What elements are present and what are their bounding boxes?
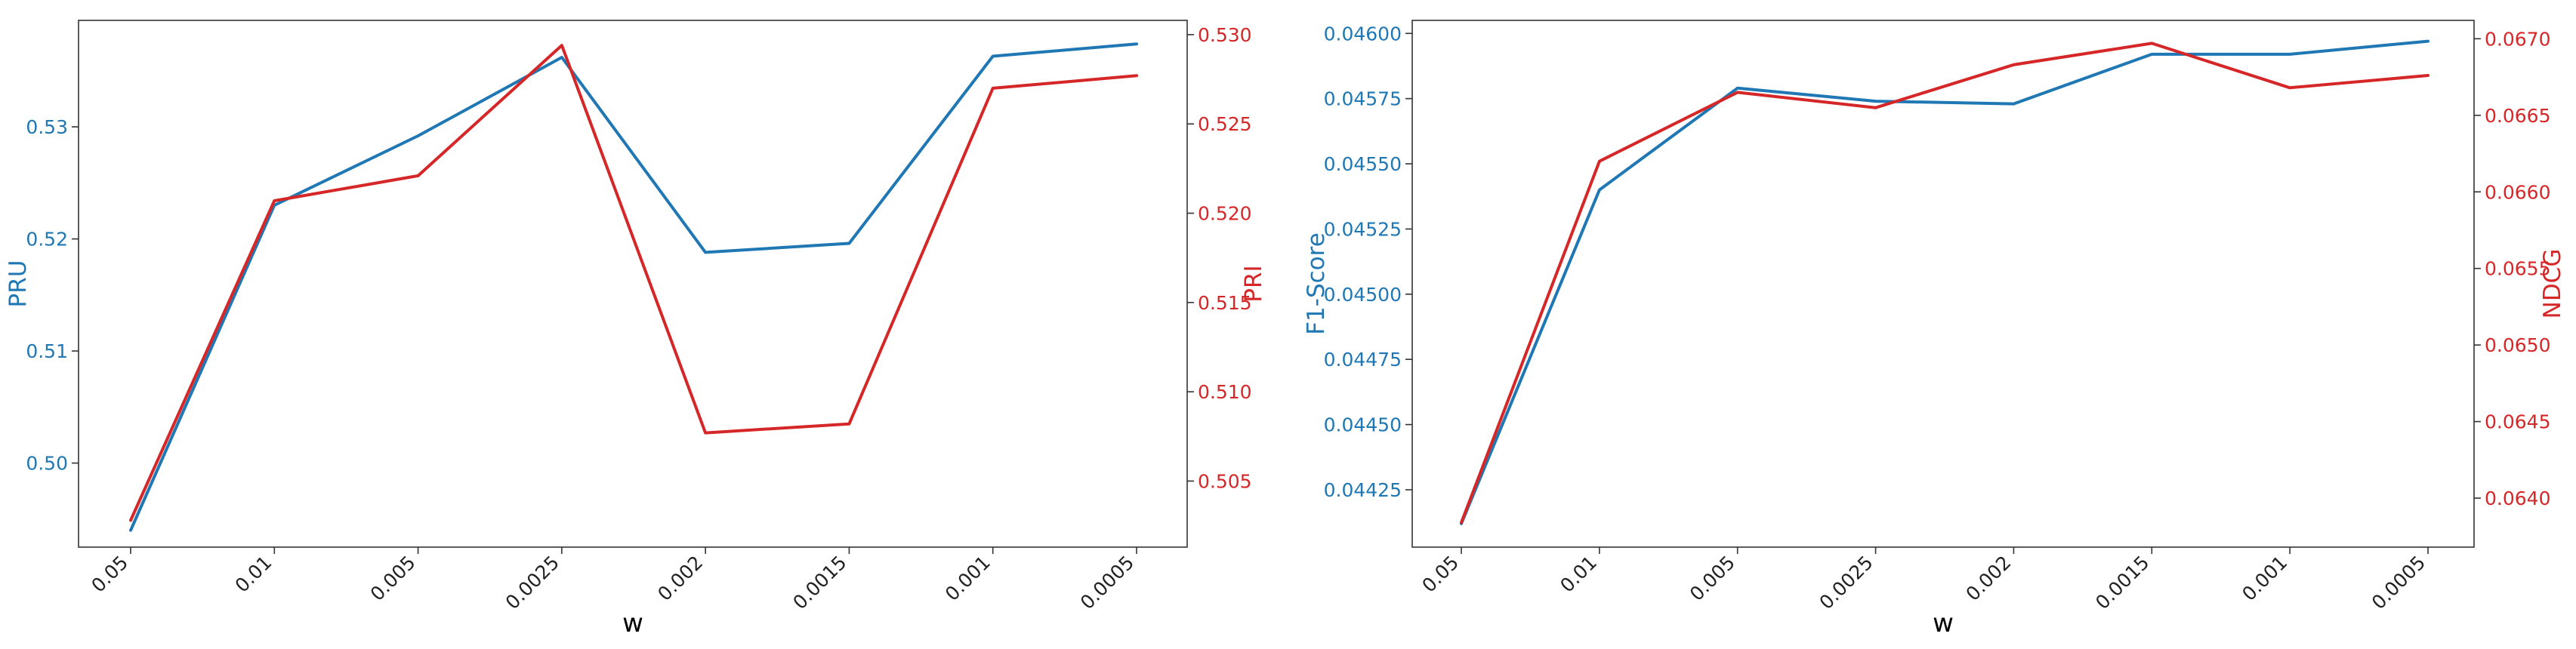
right-y-tick-label: 0.0645 xyxy=(2485,411,2550,433)
x-tick-label: 0.001 xyxy=(2238,552,2291,605)
right-y-tick-label: 0.0640 xyxy=(2485,488,2550,509)
left-y-tick-label: 0.52 xyxy=(26,229,68,251)
x-tick-label: 0.0025 xyxy=(1815,552,1877,614)
right-y-axis-label: PRI xyxy=(1240,265,1267,302)
x-tick-label: 0.0005 xyxy=(2368,552,2429,614)
plot-frame xyxy=(78,20,1188,548)
x-tick-label: 0.002 xyxy=(653,552,707,605)
series-line-pri xyxy=(129,44,1138,522)
chart-pru-pri: 0.05 0.01 0.005 0.0025 0.002 0.0015 0.001 0.000… xyxy=(5,20,1267,638)
left-y-tick-label: 0.04600 xyxy=(1324,23,1402,45)
x-tick-label: 0.005 xyxy=(1686,552,1739,605)
left-y-tick-label: 0.04425 xyxy=(1324,479,1402,501)
x-tick-label: 0.0025 xyxy=(501,552,563,614)
right-y-tick-label: 0.0665 xyxy=(2485,105,2550,127)
x-axis-label: w xyxy=(622,608,643,638)
left-y-tick-label: 0.04575 xyxy=(1324,88,1402,110)
right-y-axis-label: NDCG xyxy=(2539,249,2566,319)
left-y-axis-label: PRU xyxy=(5,260,32,308)
left-y-tick-label: 0.51 xyxy=(26,340,68,362)
left-y-tick-label: 0.04450 xyxy=(1324,414,1402,436)
x-tick-label: 0.0005 xyxy=(1076,552,1138,614)
x-tick-label: 0.01 xyxy=(1556,552,1601,597)
x-tick-label: 0.0015 xyxy=(788,552,850,614)
left-y-tick-label: 0.53 xyxy=(26,116,68,138)
left-y-tick-label: 0.50 xyxy=(26,453,68,475)
x-tick-label: 0.01 xyxy=(231,552,276,597)
right-y-tick-label: 0.510 xyxy=(1198,381,1252,403)
plot-frame xyxy=(1411,20,2475,548)
x-tick-label: 0.005 xyxy=(366,552,420,605)
x-tick-label: 0.05 xyxy=(1418,552,1463,597)
series-line-f1-score xyxy=(1460,39,2429,525)
left-y-tick-label: 0.04550 xyxy=(1324,153,1402,175)
right-y-tick-label: 0.520 xyxy=(1198,203,1252,225)
right-y-tick-label: 0.525 xyxy=(1198,113,1252,135)
right-y-tick-label: 0.505 xyxy=(1198,470,1252,492)
x-axis-label: w xyxy=(1933,608,1954,638)
left-y-tick-label: 0.04525 xyxy=(1324,218,1402,240)
left-y-tick-label: 0.04475 xyxy=(1324,349,1402,371)
chart-f1-ndcg: 0.05 0.01 0.005 0.0025 0.002 0.0015 0.001 0.000… xyxy=(1303,20,2566,638)
x-tick-label: 0.001 xyxy=(941,552,995,605)
x-tick-label: 0.05 xyxy=(87,552,132,597)
right-y-tick-label: 0.0650 xyxy=(2485,334,2550,356)
series-line-ndcg xyxy=(1460,42,2429,524)
x-tick-label: 0.002 xyxy=(1962,552,2016,605)
right-y-tick-label: 0.0655 xyxy=(2485,258,2550,280)
x-tick-label: 0.0015 xyxy=(2091,552,2153,614)
left-y-axis-label: F1-Score xyxy=(1303,232,1330,335)
right-y-tick-label: 0.530 xyxy=(1198,24,1252,46)
left-y-tick-label: 0.04500 xyxy=(1324,284,1402,306)
right-y-tick-label: 0.0670 xyxy=(2485,28,2550,50)
right-y-tick-label: 0.0660 xyxy=(2485,181,2550,203)
series-line-pru xyxy=(129,42,1138,532)
right-y-tick-label: 0.515 xyxy=(1198,292,1252,314)
